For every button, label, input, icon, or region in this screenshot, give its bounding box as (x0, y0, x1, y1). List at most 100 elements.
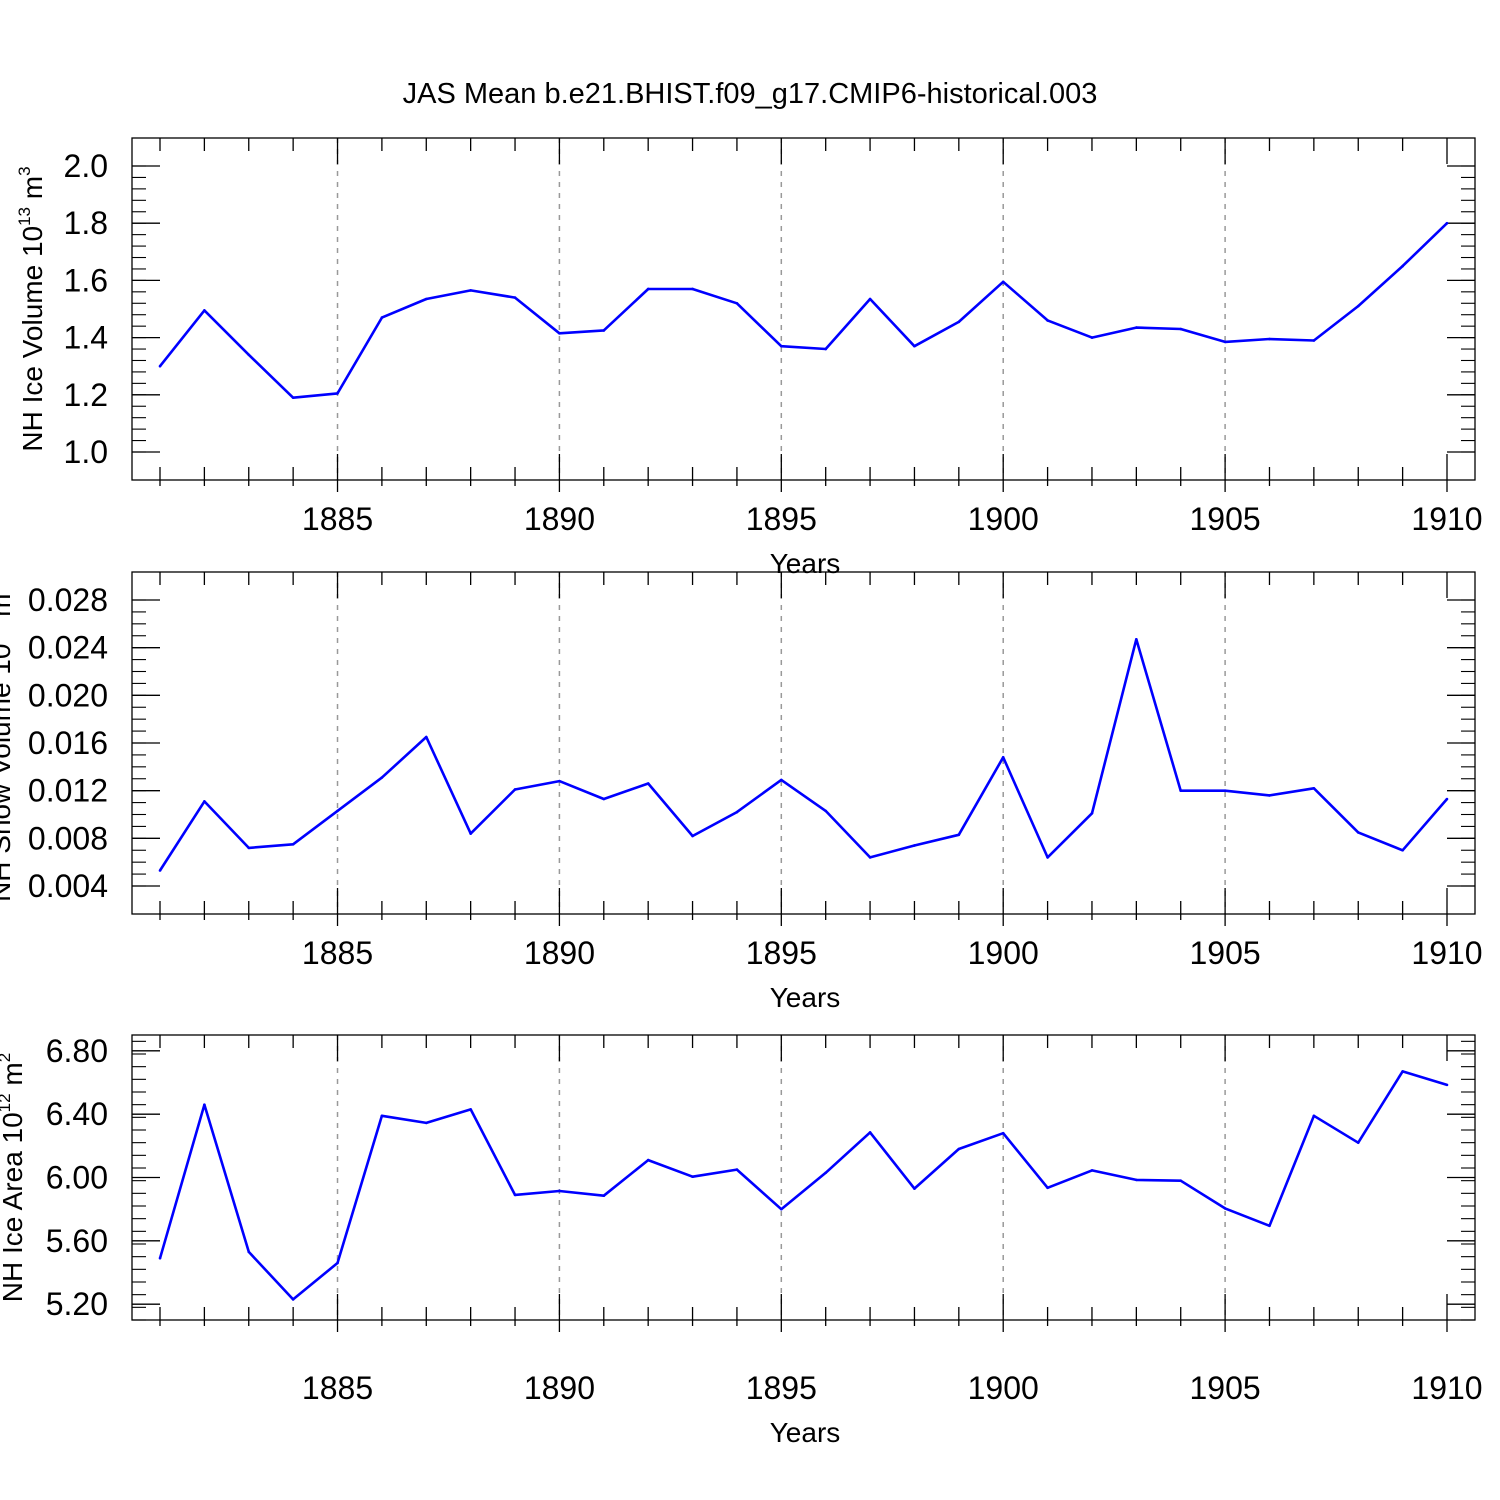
x-tick-label: 1890 (524, 1370, 595, 1406)
data-point (1223, 789, 1227, 792)
data-point (646, 1158, 650, 1162)
data-point (691, 1175, 694, 1179)
x-tick-label: 1885 (302, 501, 373, 537)
data-point (558, 1189, 561, 1193)
series-line (158, 222, 1448, 400)
data-point (1046, 856, 1049, 859)
data-point (691, 834, 694, 838)
x-axis-title: Years (770, 982, 841, 1013)
data-point (291, 1298, 295, 1301)
x-tick-label: 1890 (524, 501, 595, 537)
x-tick-label: 1900 (968, 935, 1039, 971)
y-axis-title-unit-exponent: 3 (15, 166, 34, 175)
y-axis-title-unit: m (0, 594, 16, 625)
data-point (1312, 786, 1316, 790)
x-tick-label: 1885 (302, 1370, 373, 1406)
data-point (424, 735, 428, 739)
data-point (158, 364, 162, 368)
data-point (735, 810, 739, 814)
y-tick-label: 5.20 (46, 1286, 108, 1322)
data-point (247, 846, 251, 850)
plot-frame (131, 137, 1476, 481)
data-point (1445, 221, 1449, 225)
data-point (1268, 337, 1271, 341)
data-point (957, 833, 961, 837)
x-tick-label: 1910 (1411, 935, 1482, 971)
data-point (424, 297, 428, 301)
y-tick-label: 1.8 (64, 205, 108, 241)
y-tick-label: 2.0 (64, 148, 108, 184)
data-point (1179, 789, 1183, 792)
data-point (203, 309, 206, 312)
data-point (602, 1194, 606, 1198)
data-point (1090, 812, 1094, 815)
data-point (1001, 280, 1005, 284)
data-point (291, 396, 295, 399)
data-point (957, 1147, 961, 1151)
y-tick-label: 5.60 (46, 1223, 108, 1259)
plot-frame (131, 1034, 1476, 1321)
y-axis-title-unit-exponent: 3 (0, 584, 2, 593)
y-axis-title-exponent: 12 (0, 1093, 14, 1112)
data-point (1401, 264, 1404, 268)
chart-title: JAS Mean b.e21.BHIST.f09_g17.CMIP6-histo… (403, 78, 1098, 110)
data-point (1001, 756, 1005, 759)
data-point (469, 1108, 472, 1111)
data-point (336, 1261, 339, 1265)
x-tick-label: 1905 (1190, 501, 1261, 537)
data-point (1401, 848, 1404, 852)
data-point (1445, 1083, 1449, 1087)
data-point (602, 797, 606, 801)
y-axis-title-main: NH Ice Area 10 (0, 1112, 28, 1302)
y-axis-title-main: NH Ice Volume 10 (17, 226, 48, 452)
y-tick-label: 0.008 (28, 820, 108, 856)
data-point (247, 1250, 251, 1254)
data-point (1445, 797, 1449, 801)
data-point (913, 844, 916, 847)
data-point (780, 778, 783, 782)
data-point (735, 301, 739, 305)
data-point (691, 287, 694, 291)
x-tick-label: 1895 (746, 935, 817, 971)
y-tick-label: 6.00 (46, 1160, 108, 1196)
data-point (558, 332, 561, 335)
data-point (336, 809, 339, 813)
data-point (602, 329, 606, 332)
data-point (1179, 327, 1183, 331)
data-point (1268, 794, 1271, 797)
y-axis-title: NH Ice Area 1012 m2 (0, 1053, 28, 1302)
data-point (1090, 336, 1094, 339)
data-point (424, 1121, 428, 1125)
plot-frame (131, 571, 1476, 915)
y-tick-label: 0.012 (28, 773, 108, 809)
series-line (158, 637, 1448, 872)
data-point (1001, 1131, 1005, 1135)
y-tick-label: 0.024 (28, 630, 108, 666)
data-point (203, 800, 206, 803)
x-tick-label: 1885 (302, 935, 373, 971)
data-point (1135, 326, 1138, 329)
y-axis-title-unit-exponent: 2 (0, 1053, 14, 1062)
data-point (1312, 1114, 1316, 1118)
y-tick-label: 0.016 (28, 725, 108, 761)
x-axis-title: Years (770, 1417, 841, 1448)
y-tick-label: 0.004 (28, 868, 108, 904)
chart-panel-3: 5.20 5.60 6.00 6.40 6.80 1885 1890 1895 1900 1905… (0, 1033, 1483, 1448)
data-point (824, 347, 827, 351)
data-point (1135, 1178, 1138, 1182)
data-point (868, 856, 872, 859)
data-point (380, 776, 384, 779)
data-point (1356, 1141, 1360, 1144)
x-tick-label: 1900 (968, 501, 1039, 537)
y-axis-title: NH Ice Volume 1013 m3 (15, 166, 48, 451)
data-point (1312, 339, 1316, 342)
data-point (469, 289, 472, 292)
data-point (1135, 638, 1138, 641)
data-point (291, 842, 295, 846)
chart-panel-2: 0.004 0.008 0.012 0.016 0.020 0.024 0.028 1885 1… (0, 571, 1483, 1013)
y-axis-title: NH Snow Volume 1013 m3 (0, 584, 16, 902)
data-point (824, 1171, 827, 1175)
data-point (1090, 1169, 1094, 1172)
data-point (158, 869, 162, 872)
